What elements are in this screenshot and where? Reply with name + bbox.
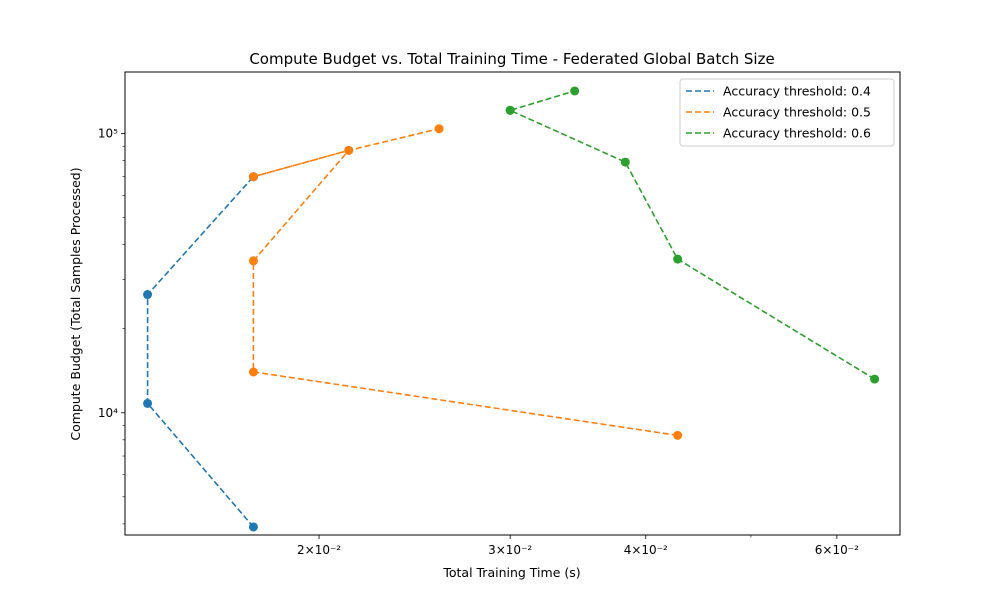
series-1 xyxy=(143,172,258,532)
x-tick-label: 3×10⁻² xyxy=(488,543,532,557)
data-point xyxy=(143,290,153,300)
data-point xyxy=(505,105,515,115)
chart-title: Compute Budget vs. Total Training Time -… xyxy=(249,50,774,68)
data-point xyxy=(673,430,683,440)
x-axis-label: Total Training Time (s) xyxy=(442,565,580,580)
data-point xyxy=(248,367,258,377)
x-tick-label: 2×10⁻² xyxy=(297,543,341,557)
legend-label: Accuracy threshold: 0.6 xyxy=(723,126,871,141)
series-line xyxy=(252,127,678,437)
data-point xyxy=(248,522,258,532)
series-2 xyxy=(248,124,683,440)
series-line xyxy=(507,90,876,380)
data-point xyxy=(434,124,444,134)
y-axis-label: Compute Budget (Total Samples Processed) xyxy=(68,167,83,440)
legend-label: Accuracy threshold: 0.4 xyxy=(723,84,871,99)
y-tick-label: 10⁴ xyxy=(98,406,118,420)
plot-frame xyxy=(124,71,901,536)
legend-label: Accuracy threshold: 0.5 xyxy=(723,105,871,120)
data-point xyxy=(870,374,880,384)
data-point xyxy=(570,86,580,96)
axis-ticks: 2×10⁻² 3×10⁻² 4×10⁻² 6×10⁻² 10⁴ 10⁵ xyxy=(98,126,859,557)
data-point xyxy=(344,145,354,155)
data-point xyxy=(248,256,258,266)
x-tick-label: 4×10⁻² xyxy=(624,543,668,557)
x-tick-label: 6×10⁻² xyxy=(815,543,859,557)
legend-box xyxy=(679,78,895,147)
data-point xyxy=(673,254,683,264)
series-3 xyxy=(505,86,880,384)
data-point xyxy=(143,398,153,408)
series-layer xyxy=(143,86,880,532)
y-tick-label: 10⁵ xyxy=(98,126,118,140)
series-line xyxy=(146,176,255,528)
data-point xyxy=(248,172,258,182)
legend: Accuracy threshold: 0.4 Accuracy threshol… xyxy=(679,78,895,147)
data-point xyxy=(620,157,630,167)
